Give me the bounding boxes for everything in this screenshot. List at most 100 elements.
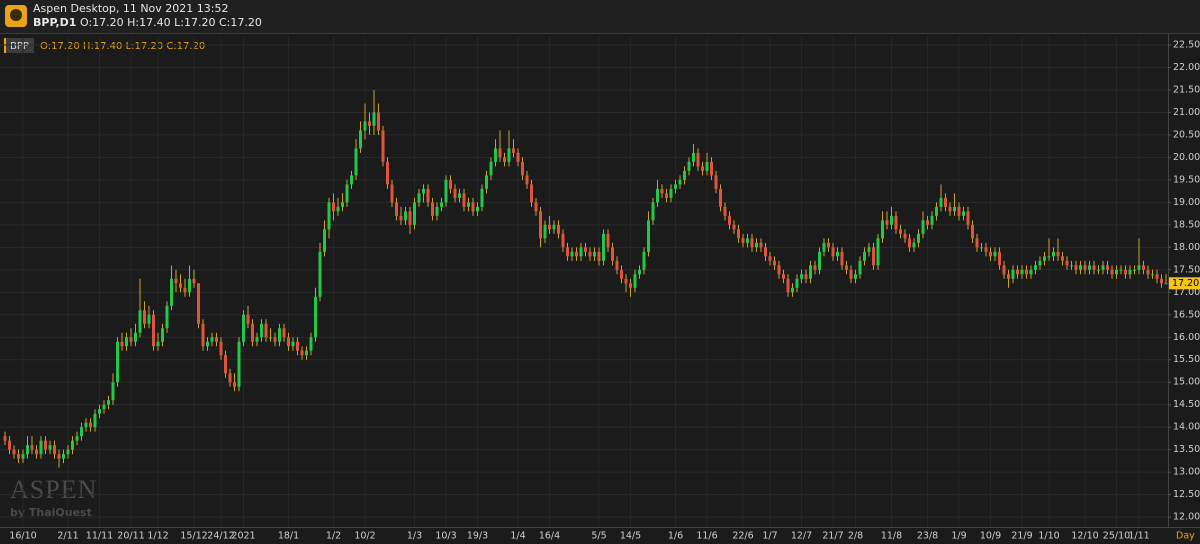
candle-body [953,206,956,212]
candle-body [1137,265,1141,270]
candle-body [413,202,416,225]
candle-body [777,265,781,275]
candle-body [368,121,371,126]
candle-body [1155,274,1159,279]
candle-body [89,422,92,428]
candle-body [39,440,43,455]
candle-body [638,269,641,275]
x-tick-label: 21/9 [1011,531,1032,542]
candle-body [521,161,524,176]
y-tick-label: 13.50 [1173,444,1200,455]
x-tick-label: 1/4 [510,531,525,542]
candle-body [152,314,155,347]
candle-body [728,215,731,225]
candle-body [750,238,754,248]
candle-body [849,269,853,279]
candle-body [309,337,313,351]
candle-body [1034,265,1037,270]
candle-body [1016,269,1019,275]
y-tick-label: 18.50 [1173,219,1200,230]
candle-body [120,341,124,347]
x-tick-label: 12/10 [1071,531,1098,542]
candle-body [210,337,214,342]
candle-body [1079,265,1082,270]
candle-body [723,206,727,216]
y-tick-label: 21.50 [1173,84,1200,95]
candle-body [408,211,412,225]
candle-body [710,161,713,176]
x-tick-label: 1/2 [326,531,341,542]
candle-body [696,152,700,167]
candle-body [26,445,29,455]
candle-body [381,130,385,162]
candle-body [174,278,178,284]
candle-body [1097,269,1100,271]
candle-body [431,202,434,216]
x-tick-label: 10/3 [435,531,456,542]
candle-body [449,179,452,189]
candle-body [314,296,317,338]
candle-body [84,422,88,428]
candle-body [395,202,398,216]
candle-body [890,215,893,225]
candle-body [323,229,326,252]
candle-body [1146,269,1150,275]
candle-body [93,413,97,428]
candle-body [939,197,943,207]
candle-body [998,251,1001,266]
candle-body [1151,274,1154,276]
candle-body [516,152,520,162]
candle-body [624,278,628,284]
candle-body [399,215,403,221]
candle-body [102,404,106,410]
candle-body [876,238,880,266]
candle-body [1088,265,1091,270]
candle-body [984,247,988,252]
x-tick-label: 11/11 [86,531,113,542]
y-tick-label: 22.50 [1173,39,1200,50]
candle-body [813,265,817,270]
candle-body [1043,256,1046,261]
candle-body [296,341,299,351]
candle-body [107,400,110,405]
candles [3,89,1168,468]
candle-body [588,251,592,257]
candle-body [818,251,821,270]
x-tick-label: 1/10 [1038,531,1059,542]
candle-body [1160,278,1163,284]
candle-body [476,206,479,212]
candle-body [1124,269,1127,275]
candle-body [228,373,232,383]
x-tick-label: 11/8 [881,531,902,542]
app-logo-mark [10,9,22,21]
candle-body [678,179,682,185]
candle-body [170,278,173,306]
candle-body [822,242,826,252]
y-tick-label: 15.00 [1173,377,1200,388]
candle-body [966,211,970,225]
x-tick-label: 22/6 [732,531,753,542]
candle-body [746,238,749,243]
y-tick-label: 18.00 [1173,242,1200,253]
candle-body [264,323,268,338]
candle-body [440,202,443,207]
candle-body [318,251,322,297]
candle-body [48,445,52,450]
candle-body [1115,269,1118,275]
x-tick-label: 1/9 [951,531,966,542]
candle-body [647,220,650,252]
candle-body [377,112,380,131]
candle-body [386,161,389,185]
candle-body [179,283,182,288]
y-tick-label: 22.00 [1173,62,1200,73]
candle-body [615,260,619,270]
y-tick-label: 17.50 [1173,264,1200,275]
candle-body [768,256,772,261]
candle-body [836,251,839,257]
candle-body [71,440,74,450]
candle-body [143,310,146,324]
candle-body [260,323,263,338]
candle-body [548,224,551,230]
candle-body [957,206,961,216]
candle-body [291,341,295,347]
